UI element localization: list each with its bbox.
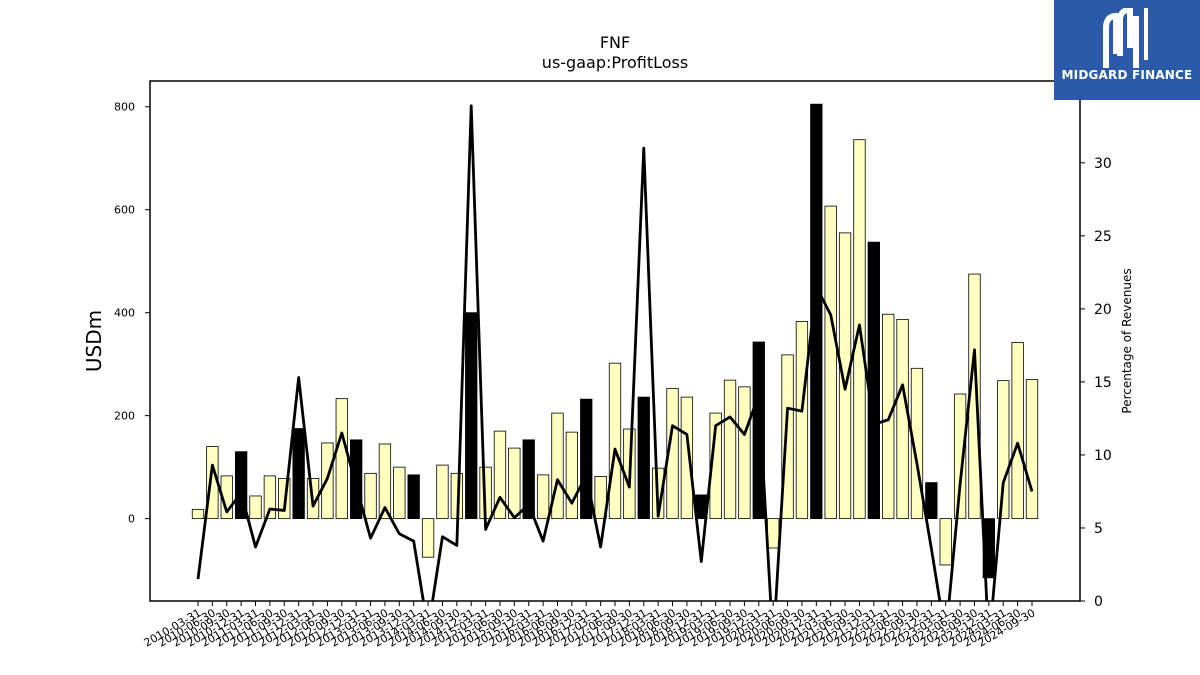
bar-2016-06-30	[551, 412, 564, 520]
bar-2014-03-31	[421, 518, 435, 558]
bar-2019-09-30	[738, 386, 751, 520]
y2-tick-label: 25	[1094, 229, 1112, 245]
chart-subtitle: us-gaap:ProfitLoss	[542, 53, 688, 72]
y-tick-label: 0	[128, 513, 135, 526]
bar-2021-03-31	[824, 205, 837, 520]
bar-2013-12-31	[407, 474, 420, 520]
bar-2021-06-30	[838, 232, 852, 520]
bar-2010-03-31	[191, 508, 205, 520]
bar-2015-06-30	[493, 430, 507, 520]
chart-title: FNF	[600, 33, 630, 52]
ratio-line	[196, 104, 1034, 601]
y2-tick-label: 15	[1094, 375, 1112, 391]
bar-2024-06-30	[1011, 342, 1024, 520]
bar-2011-06-30	[263, 475, 277, 520]
bar-2019-12-31	[752, 341, 765, 520]
y2-tick-label: 0	[1094, 594, 1103, 610]
bar-2014-12-31	[465, 312, 478, 520]
bar-2017-06-30	[608, 362, 622, 520]
bar-2022-09-30	[910, 367, 924, 520]
bar-2022-12-31	[925, 482, 938, 520]
bar-2014-06-30	[436, 464, 449, 520]
bar-2011-12-31	[292, 428, 305, 520]
axes: 02004006008000510152025302010-03-312010-…	[114, 80, 1112, 650]
bar-2020-06-30	[781, 354, 794, 520]
bar-2020-09-30	[795, 321, 809, 520]
bar-2018-09-30	[680, 396, 694, 520]
bar-2017-03-31	[594, 476, 607, 520]
y-axis-label: USDm	[82, 310, 106, 372]
bar-2016-12-31	[580, 398, 593, 520]
bar-2011-03-31	[249, 495, 262, 520]
y2-tick-label: 10	[1094, 448, 1112, 464]
bar-2013-06-30	[378, 443, 392, 520]
bar-2022-06-30	[896, 318, 909, 520]
y2-tick-label: 5	[1094, 521, 1103, 537]
midgard-finance-logo: MIDGARD FINANCE	[1054, 0, 1200, 100]
bar-2016-03-31	[536, 474, 550, 520]
bar-2012-09-30	[335, 398, 348, 520]
bar-2017-12-31	[637, 396, 650, 520]
bar-2012-12-31	[350, 439, 363, 520]
y-tick-label: 600	[114, 204, 135, 217]
bar-2013-09-30	[393, 466, 406, 520]
y-tick-label: 400	[114, 307, 135, 320]
bar-2020-12-31	[810, 103, 823, 520]
bar-2013-03-31	[364, 472, 377, 520]
y2-axis-label: Percentage of Revenues	[1120, 268, 1134, 413]
bar-2016-09-30	[565, 431, 579, 520]
ratio-line-path	[196, 104, 1034, 601]
bar-2010-12-31	[234, 451, 248, 520]
y-tick-label: 200	[114, 410, 135, 423]
bar-2023-06-30	[953, 393, 967, 520]
y2-tick-label: 30	[1094, 156, 1112, 172]
bar-2021-12-31	[867, 241, 880, 520]
bar-2020-03-31	[767, 518, 780, 549]
bars	[191, 103, 1039, 579]
bar-2023-03-31	[939, 518, 952, 566]
bar-2015-09-30	[508, 447, 521, 520]
logo-text: MIDGARD FINANCE	[1061, 68, 1193, 82]
bar-2024-03-31	[997, 380, 1010, 520]
bar-2015-12-31	[522, 439, 535, 520]
y-tick-label: 800	[114, 101, 135, 114]
bar-2024-09-30	[1025, 379, 1039, 520]
y2-tick-label: 20	[1094, 302, 1112, 318]
bar-2019-03-31	[709, 412, 722, 520]
logo-mark-icon	[1103, 8, 1148, 68]
bar-2019-06-30	[723, 379, 737, 520]
